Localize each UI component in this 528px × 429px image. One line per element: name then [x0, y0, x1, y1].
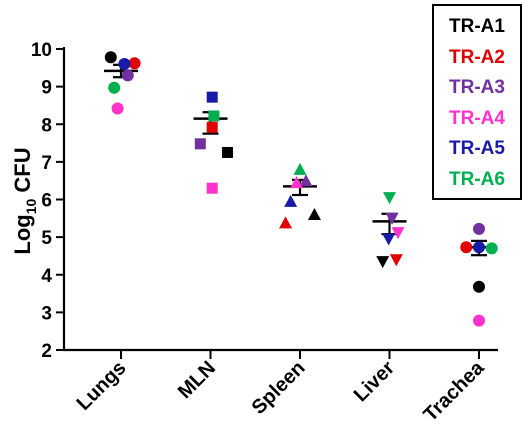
legend: TR-A1 TR-A2 TR-A3 TR-A4 TR-A5 TR-A6	[432, 4, 522, 200]
x-tick-label: Spleen	[248, 357, 310, 419]
x-ticks: Lungs MLN Spleen Liver Trachea	[73, 350, 490, 426]
y-tick-label: 7	[41, 153, 52, 174]
data-point	[391, 227, 405, 240]
data-point	[299, 174, 313, 187]
y-axis-label-main: Log	[10, 214, 35, 254]
data-point	[389, 254, 403, 267]
data-point	[383, 192, 396, 205]
data-point	[118, 58, 131, 71]
y-axis-label: Log10 CFU	[10, 147, 39, 254]
data-point	[473, 314, 485, 327]
y-tick-label: 8	[41, 115, 52, 136]
data-point	[485, 242, 498, 255]
data-point	[290, 176, 304, 189]
data-point	[279, 216, 293, 229]
data-point	[206, 182, 218, 194]
data-point	[385, 212, 399, 225]
data-points	[104, 51, 498, 327]
data-point	[460, 241, 473, 254]
data-point	[194, 138, 206, 150]
y-ticks: 2 3 4 5 6 7 8 9 10	[31, 40, 64, 362]
x-tick-label: Liver	[350, 357, 400, 407]
data-point	[128, 57, 141, 70]
data-point	[111, 102, 124, 115]
x-tick-label: Trachea	[420, 356, 490, 426]
y-tick-label: 5	[41, 228, 52, 249]
legend-item: TR-A4	[449, 107, 505, 129]
data-point	[473, 222, 485, 235]
data-point	[376, 256, 390, 269]
data-point	[382, 233, 396, 246]
y-tick-label: 4	[41, 266, 52, 287]
y-tick-label: 9	[41, 78, 52, 99]
data-point	[121, 69, 134, 82]
data-point	[206, 121, 218, 133]
data-point	[473, 280, 485, 293]
x-tick-label: MLN	[174, 357, 220, 403]
y-axis-label-subscript: 10	[23, 199, 39, 215]
data-point	[473, 241, 485, 254]
legend-item: TR-A5	[449, 138, 505, 159]
y-tick-label: 2	[41, 341, 52, 362]
data-point	[108, 81, 121, 94]
data-point	[222, 146, 233, 158]
legend-item: TR-A6	[449, 168, 505, 190]
data-point	[104, 51, 117, 64]
y-tick-label: 6	[41, 191, 52, 212]
legend-item: TR-A3	[449, 77, 505, 98]
data-point	[293, 162, 307, 175]
y-axis-label-tail: CFU	[10, 147, 35, 198]
x-tick-label: Lungs	[73, 357, 131, 415]
data-point	[307, 208, 321, 221]
data-point	[206, 91, 218, 103]
data-point	[284, 194, 298, 207]
legend-item: TR-A1	[449, 16, 505, 37]
y-tick-label: 10	[31, 40, 52, 61]
data-point	[208, 110, 220, 122]
legend-item: TR-A2	[449, 46, 505, 68]
y-tick-label: 3	[41, 303, 52, 324]
